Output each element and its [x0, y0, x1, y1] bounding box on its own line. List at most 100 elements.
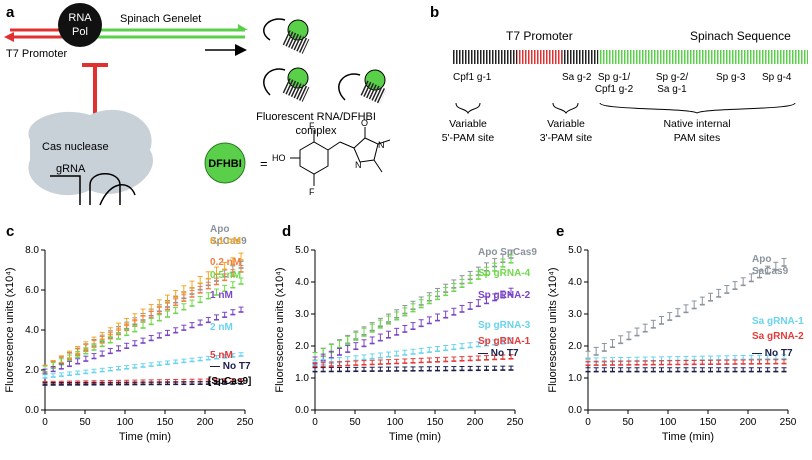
y-tick-label: 1.0: [568, 373, 582, 384]
series-sp-grna-1: [312, 354, 514, 368]
legend-label: Apo SpCas9: [478, 247, 537, 258]
x-tick-label: 150: [427, 417, 444, 428]
genelet-label: Spinach Genelet: [120, 13, 201, 25]
y-axis-label: Fluorescence units (x10⁴): [274, 267, 286, 392]
chem-F2: F: [309, 187, 315, 197]
site-sp-g1-cpf1-g2: Sp g-1/Cpf1 g-2: [595, 72, 634, 95]
legend-label: Apo SpCas9: [210, 224, 247, 247]
brace-native: [599, 102, 796, 114]
brace-3pam: [552, 102, 579, 114]
x-tick-label: 150: [157, 417, 174, 428]
rna-dfhbi-complex-3: [338, 69, 387, 104]
site-cpf1-g1: Cpf1 g-1: [453, 72, 492, 83]
x-tick-label: 0: [42, 417, 48, 428]
legend-label: — No T7: [210, 361, 251, 372]
chart-d: d 0 50 100 150 200 250 0.0 1.0 2.0 3.0 4.0 5.0 Time (…: [274, 223, 537, 443]
y-tick-label: 3.0: [568, 309, 582, 320]
y-tick-label: 5.0: [568, 245, 582, 256]
panel-label-a: a: [6, 4, 15, 21]
chem-HO: HO: [272, 153, 286, 163]
y-tick-label: 2.0: [295, 341, 309, 352]
y-tick-label: 4.0: [568, 277, 582, 288]
site-sp-g4: Sp g-4: [762, 72, 792, 83]
series-2-nm: [42, 352, 244, 379]
equals-sign: =: [260, 156, 268, 171]
x-tick-label: 100: [660, 417, 677, 428]
y-tick-label: 4.0: [295, 277, 309, 288]
y-tick-label: 5.0: [295, 245, 309, 256]
y-axis-label: Fluorescence units (x10⁴): [4, 267, 16, 392]
x-tick-label: 0: [312, 417, 318, 428]
x-tick-label: 250: [237, 417, 254, 428]
chem-N1: N: [378, 140, 385, 150]
legend-footer: [SpCas9]: [208, 376, 251, 387]
dfhbi-structure: [290, 127, 391, 186]
y-tick-label: 2.0: [568, 341, 582, 352]
y-tick-label: 0.0: [25, 405, 39, 416]
panel-b: b T7 Promoter Spinach Sequence Cpf1 g-1 …: [430, 4, 808, 144]
site-sp-g3: Sp g-3: [716, 72, 746, 83]
brace-5pam-label-2: 5'-PAM site: [442, 132, 495, 144]
legend-label: 1 nM: [210, 290, 233, 301]
x-tick-label: 200: [467, 417, 484, 428]
chem-O: O: [361, 118, 368, 128]
rna-pol-icon: [58, 3, 102, 47]
b-spinach-label: Spinach Sequence: [690, 29, 791, 43]
x-axis-label: Time (min): [119, 431, 171, 443]
x-axis-label: Time (min): [662, 431, 714, 443]
dfhbi-icon: [204, 142, 246, 184]
x-tick-label: 250: [780, 417, 797, 428]
brace-native-label-1: Native internal: [663, 118, 730, 130]
y-tick-label: 3.0: [295, 309, 309, 320]
x-tick-label: 100: [117, 417, 134, 428]
brace-3pam-label-2: 3'-PAM site: [540, 132, 593, 144]
promoter-segment-red: [517, 50, 562, 64]
complex-label-1: Fluorescent RNA/DFHBI: [256, 111, 376, 123]
spinach-segment: [598, 50, 808, 64]
series-sa-grna-2: [585, 359, 787, 367]
chem-F1: F: [309, 121, 315, 131]
x-tick-label: 50: [349, 417, 361, 428]
brace-native-label-2: PAM sites: [674, 132, 720, 144]
genelet-arrow-icon: [238, 24, 248, 30]
grna-loop: [99, 184, 136, 206]
legend-label: — No T7: [478, 348, 519, 359]
legend-label: 5 nM: [210, 350, 233, 361]
y-tick-label: 6.0: [25, 285, 39, 296]
y-axis-label: Fluorescence units (x10⁴): [547, 267, 559, 392]
y-tick-label: 8.0: [25, 245, 39, 256]
panel-label-c: c: [6, 223, 14, 240]
dfhbi-label: DFHBI: [208, 158, 242, 170]
complex-label-2: complex: [296, 125, 337, 137]
chart-e: e 0 50 100 150 200 250 0.0 1.0 2.0 3.0 4.0 5.0 Time (…: [547, 223, 804, 443]
grna-label: gRNA: [56, 163, 86, 175]
x-tick-label: 100: [387, 417, 404, 428]
legend-label: Apo SaCas9: [752, 254, 789, 277]
y-tick-label: 2.0: [25, 365, 39, 376]
site-sa-g2: Sa g-2: [562, 72, 592, 83]
x-tick-label: 50: [622, 417, 634, 428]
brace-5pam: [455, 102, 481, 115]
y-tick-label: 4.0: [25, 325, 39, 336]
x-tick-label: 200: [197, 417, 214, 428]
cas-nuclease-blob: [28, 109, 153, 196]
legend-label: 2 nM: [210, 322, 233, 333]
y-tick-label: 0.0: [295, 405, 309, 416]
promoter-segment-black-1: [452, 50, 517, 64]
x-tick-label: 50: [79, 417, 91, 428]
rna-pol-label-1: RNA: [68, 12, 92, 24]
series-no-t7: [42, 381, 244, 386]
series-1-nm: [42, 306, 244, 375]
t7-arrow-icon: [4, 32, 14, 42]
x-tick-label: 200: [740, 417, 757, 428]
chem-N2: N: [355, 160, 362, 170]
rna-dfhbi-complex-2: [263, 67, 310, 102]
series-sp-grna-4: [312, 254, 514, 362]
legend-label: 0.5 nM: [210, 270, 241, 281]
series-no-t7: [312, 365, 514, 373]
y-tick-label: 1.0: [295, 373, 309, 384]
legend-label: Sa gRNA-1: [752, 316, 804, 327]
x-tick-label: 250: [507, 417, 524, 428]
x-tick-label: 0: [585, 417, 591, 428]
site-sp-g2-sa-g1: Sp g-2/Sa g-1: [656, 72, 688, 95]
